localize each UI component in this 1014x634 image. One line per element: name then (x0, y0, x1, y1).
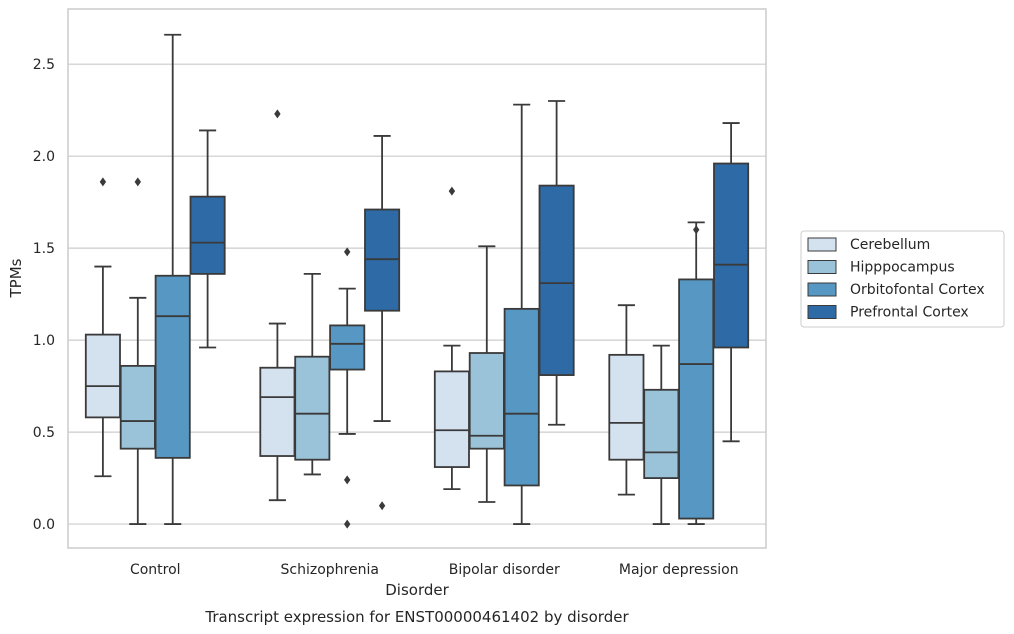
y-tick-label: 1.0 (33, 333, 55, 349)
y-tick-label: 0.0 (33, 517, 55, 533)
outlier-point (274, 109, 281, 119)
box (643, 344, 680, 525)
legend-swatch (807, 305, 837, 319)
box-body (713, 162, 750, 349)
y-tick-label: 1.5 (33, 241, 55, 257)
series-1 (119, 177, 680, 525)
box-body (294, 355, 331, 461)
box (294, 273, 331, 476)
box-body (329, 324, 366, 371)
box (364, 135, 401, 511)
legend-label: Cerebellum (850, 237, 930, 253)
box-body (503, 307, 540, 487)
box-body (259, 366, 296, 457)
y-axis-ticks: 0.0 0.5 1.0 1.5 2.0 2.5 (33, 57, 55, 533)
x-tick-label: Schizophrenia (281, 562, 379, 578)
series-2 (154, 33, 715, 529)
x-axis-label: Disorder (385, 581, 449, 599)
box (119, 177, 156, 525)
legend-frame (800, 230, 1005, 328)
legend-swatch (807, 282, 837, 297)
box-body (84, 333, 121, 419)
box (329, 247, 366, 529)
legend-swatch (807, 237, 837, 252)
box (189, 129, 226, 349)
outlier-point (693, 225, 700, 235)
box-body (608, 353, 645, 461)
outlier-point (344, 475, 351, 485)
box-body (189, 195, 226, 275)
box (259, 109, 296, 502)
outlier-point (134, 177, 141, 187)
outlier-point (99, 177, 107, 187)
chart-caption: Transcript expression for ENST0000046140… (204, 608, 629, 626)
box (538, 100, 575, 426)
box-body (364, 208, 401, 312)
box (608, 304, 645, 496)
legend-label: Hipppocampus (850, 260, 955, 276)
box (713, 122, 750, 443)
box-body (154, 274, 191, 459)
legend-label: Prefrontal Cortex (850, 305, 969, 321)
y-tick-label: 0.5 (33, 425, 55, 441)
box (84, 177, 121, 478)
legend-label: Orbitofontal Cortex (850, 282, 985, 298)
legend: Cerebellum Hipppocampus Orbitofontal Corte… (800, 230, 1005, 328)
y-tick-label: 2.5 (33, 57, 55, 73)
x-tick-label: Bipolar disorder (449, 562, 560, 578)
plot-frame (67, 8, 767, 549)
box-body (119, 364, 156, 450)
legend-swatch (807, 260, 837, 274)
box (154, 33, 191, 525)
box-body (678, 278, 715, 520)
box (503, 103, 540, 525)
box-body (468, 352, 505, 450)
series-3 (189, 100, 750, 511)
x-tick-label: Major depression (619, 562, 739, 578)
y-tick-label: 2.0 (33, 149, 55, 165)
outlier-point (378, 501, 386, 511)
outlier-point (448, 186, 456, 196)
outlier-point (344, 519, 351, 529)
y-axis-label: TPMs (7, 258, 25, 298)
box-body (643, 388, 680, 479)
x-tick-label: Control (130, 562, 181, 578)
box (678, 221, 715, 525)
box (468, 245, 505, 503)
box-body (433, 370, 470, 468)
box-groups (84, 33, 750, 529)
x-axis-ticks: Control Schizophrenia Bipolar disorder Majo… (130, 562, 739, 578)
box-body (538, 184, 575, 376)
outlier-point (344, 247, 351, 257)
